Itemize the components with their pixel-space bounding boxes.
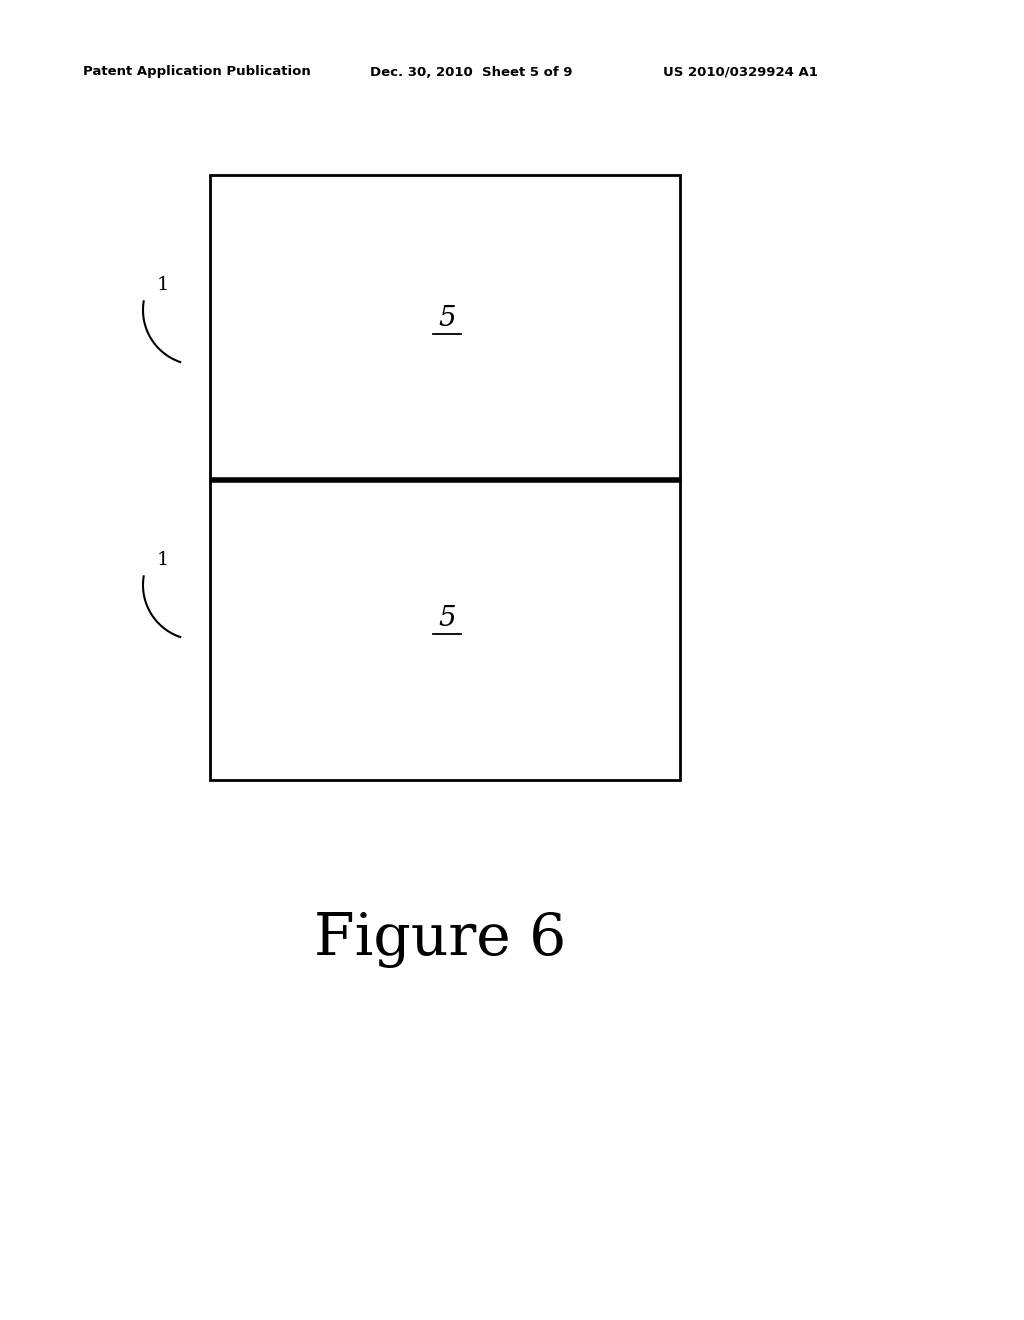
Text: 1: 1 (157, 550, 169, 569)
Bar (210, 176, 680, 480)
Text: US 2010/0329924 A1: US 2010/0329924 A1 (663, 66, 818, 78)
Text: 1: 1 (157, 276, 169, 294)
Text: Dec. 30, 2010  Sheet 5 of 9: Dec. 30, 2010 Sheet 5 of 9 (370, 66, 572, 78)
Text: 5: 5 (438, 305, 456, 331)
Text: 5: 5 (438, 605, 456, 631)
Text: Patent Application Publication: Patent Application Publication (83, 66, 310, 78)
Text: Figure 6: Figure 6 (314, 912, 566, 968)
Bar (210, 480, 680, 780)
